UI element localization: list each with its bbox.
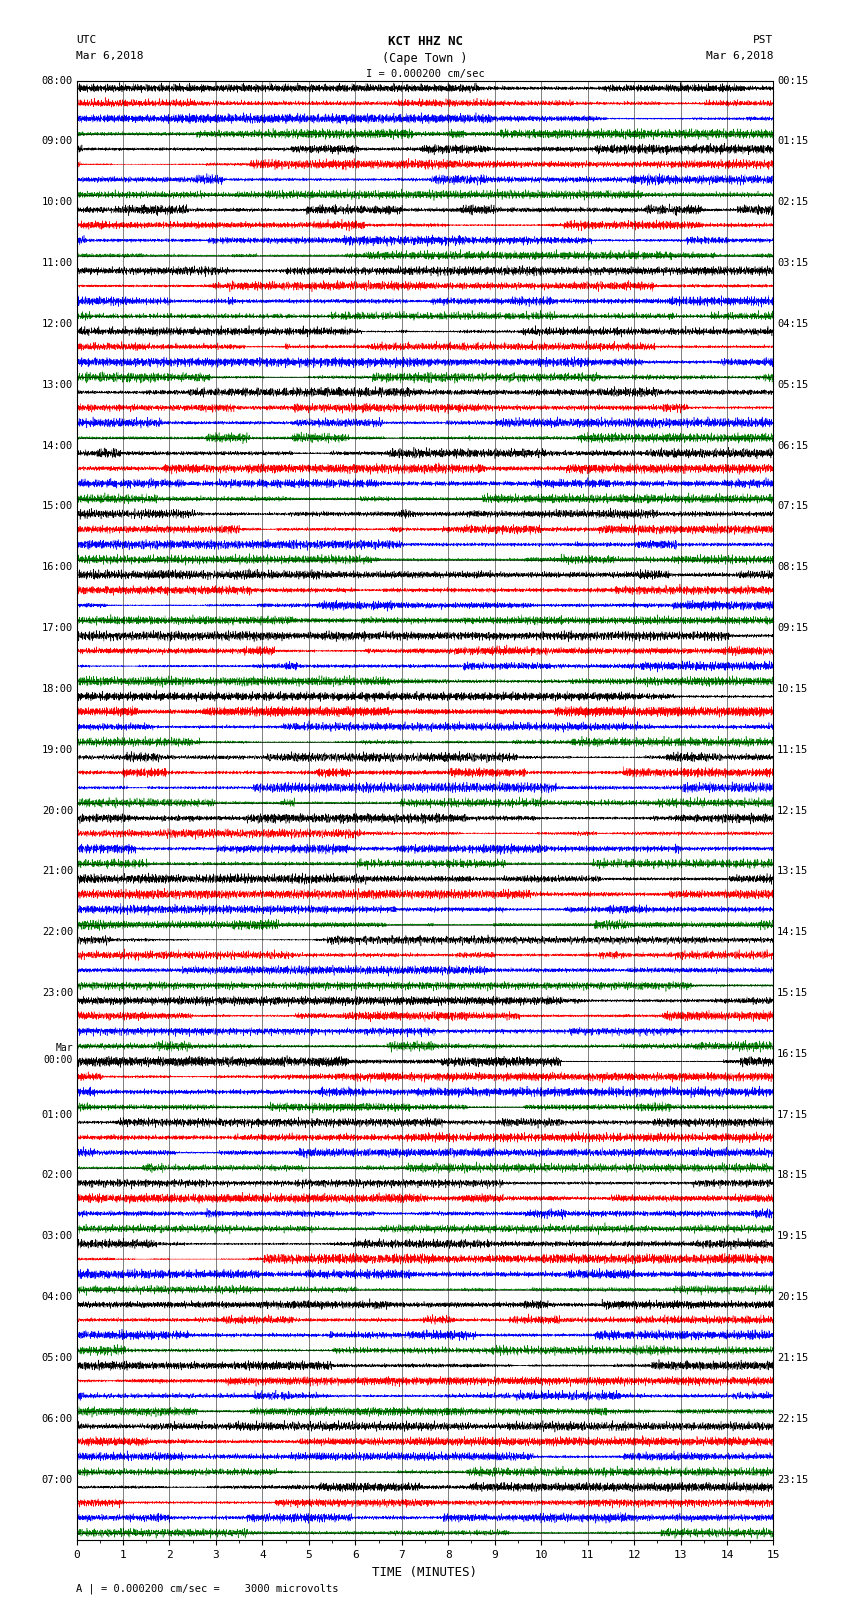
Text: 23:00: 23:00 [42, 989, 73, 998]
Text: 09:00: 09:00 [42, 137, 73, 147]
Text: 14:00: 14:00 [42, 440, 73, 450]
Text: 06:00: 06:00 [42, 1413, 73, 1424]
Text: 04:00: 04:00 [42, 1292, 73, 1302]
Text: 10:15: 10:15 [777, 684, 808, 694]
Text: Mar 6,2018: Mar 6,2018 [706, 52, 774, 61]
Text: 23:15: 23:15 [777, 1474, 808, 1484]
Text: 10:00: 10:00 [42, 197, 73, 208]
Text: 17:15: 17:15 [777, 1110, 808, 1119]
Text: 05:00: 05:00 [42, 1353, 73, 1363]
Text: 18:15: 18:15 [777, 1171, 808, 1181]
Text: 05:15: 05:15 [777, 379, 808, 390]
Text: 02:00: 02:00 [42, 1171, 73, 1181]
Text: 03:15: 03:15 [777, 258, 808, 268]
Text: 22:00: 22:00 [42, 927, 73, 937]
Text: (Cape Town ): (Cape Town ) [382, 52, 468, 65]
Text: PST: PST [753, 35, 774, 45]
Text: 12:00: 12:00 [42, 319, 73, 329]
Text: 07:00: 07:00 [42, 1474, 73, 1484]
Text: 08:15: 08:15 [777, 563, 808, 573]
Text: 09:15: 09:15 [777, 623, 808, 632]
Text: 16:00: 16:00 [42, 563, 73, 573]
Text: 16:15: 16:15 [777, 1048, 808, 1058]
Text: 02:15: 02:15 [777, 197, 808, 208]
Text: 06:15: 06:15 [777, 440, 808, 450]
Text: 18:00: 18:00 [42, 684, 73, 694]
Text: 20:15: 20:15 [777, 1292, 808, 1302]
Text: 14:15: 14:15 [777, 927, 808, 937]
Text: 13:00: 13:00 [42, 379, 73, 390]
Text: 04:15: 04:15 [777, 319, 808, 329]
Text: 22:15: 22:15 [777, 1413, 808, 1424]
Text: 13:15: 13:15 [777, 866, 808, 876]
Text: 15:15: 15:15 [777, 989, 808, 998]
Text: 19:15: 19:15 [777, 1231, 808, 1242]
Text: A | = 0.000200 cm/sec =    3000 microvolts: A | = 0.000200 cm/sec = 3000 microvolts [76, 1582, 339, 1594]
Text: 01:15: 01:15 [777, 137, 808, 147]
Text: 20:00: 20:00 [42, 805, 73, 816]
Text: 11:00: 11:00 [42, 258, 73, 268]
X-axis label: TIME (MINUTES): TIME (MINUTES) [372, 1566, 478, 1579]
Text: 15:00: 15:00 [42, 502, 73, 511]
Text: 11:15: 11:15 [777, 745, 808, 755]
Text: UTC: UTC [76, 35, 97, 45]
Text: Mar
00:00: Mar 00:00 [43, 1044, 73, 1065]
Text: 00:15: 00:15 [777, 76, 808, 85]
Text: 07:15: 07:15 [777, 502, 808, 511]
Text: 21:15: 21:15 [777, 1353, 808, 1363]
Text: 01:00: 01:00 [42, 1110, 73, 1119]
Text: 21:00: 21:00 [42, 866, 73, 876]
Text: 17:00: 17:00 [42, 623, 73, 632]
Text: 03:00: 03:00 [42, 1231, 73, 1242]
Text: 12:15: 12:15 [777, 805, 808, 816]
Text: 08:00: 08:00 [42, 76, 73, 85]
Text: KCT HHZ NC: KCT HHZ NC [388, 35, 462, 48]
Text: I = 0.000200 cm/sec: I = 0.000200 cm/sec [366, 69, 484, 79]
Text: 19:00: 19:00 [42, 745, 73, 755]
Text: Mar 6,2018: Mar 6,2018 [76, 52, 144, 61]
